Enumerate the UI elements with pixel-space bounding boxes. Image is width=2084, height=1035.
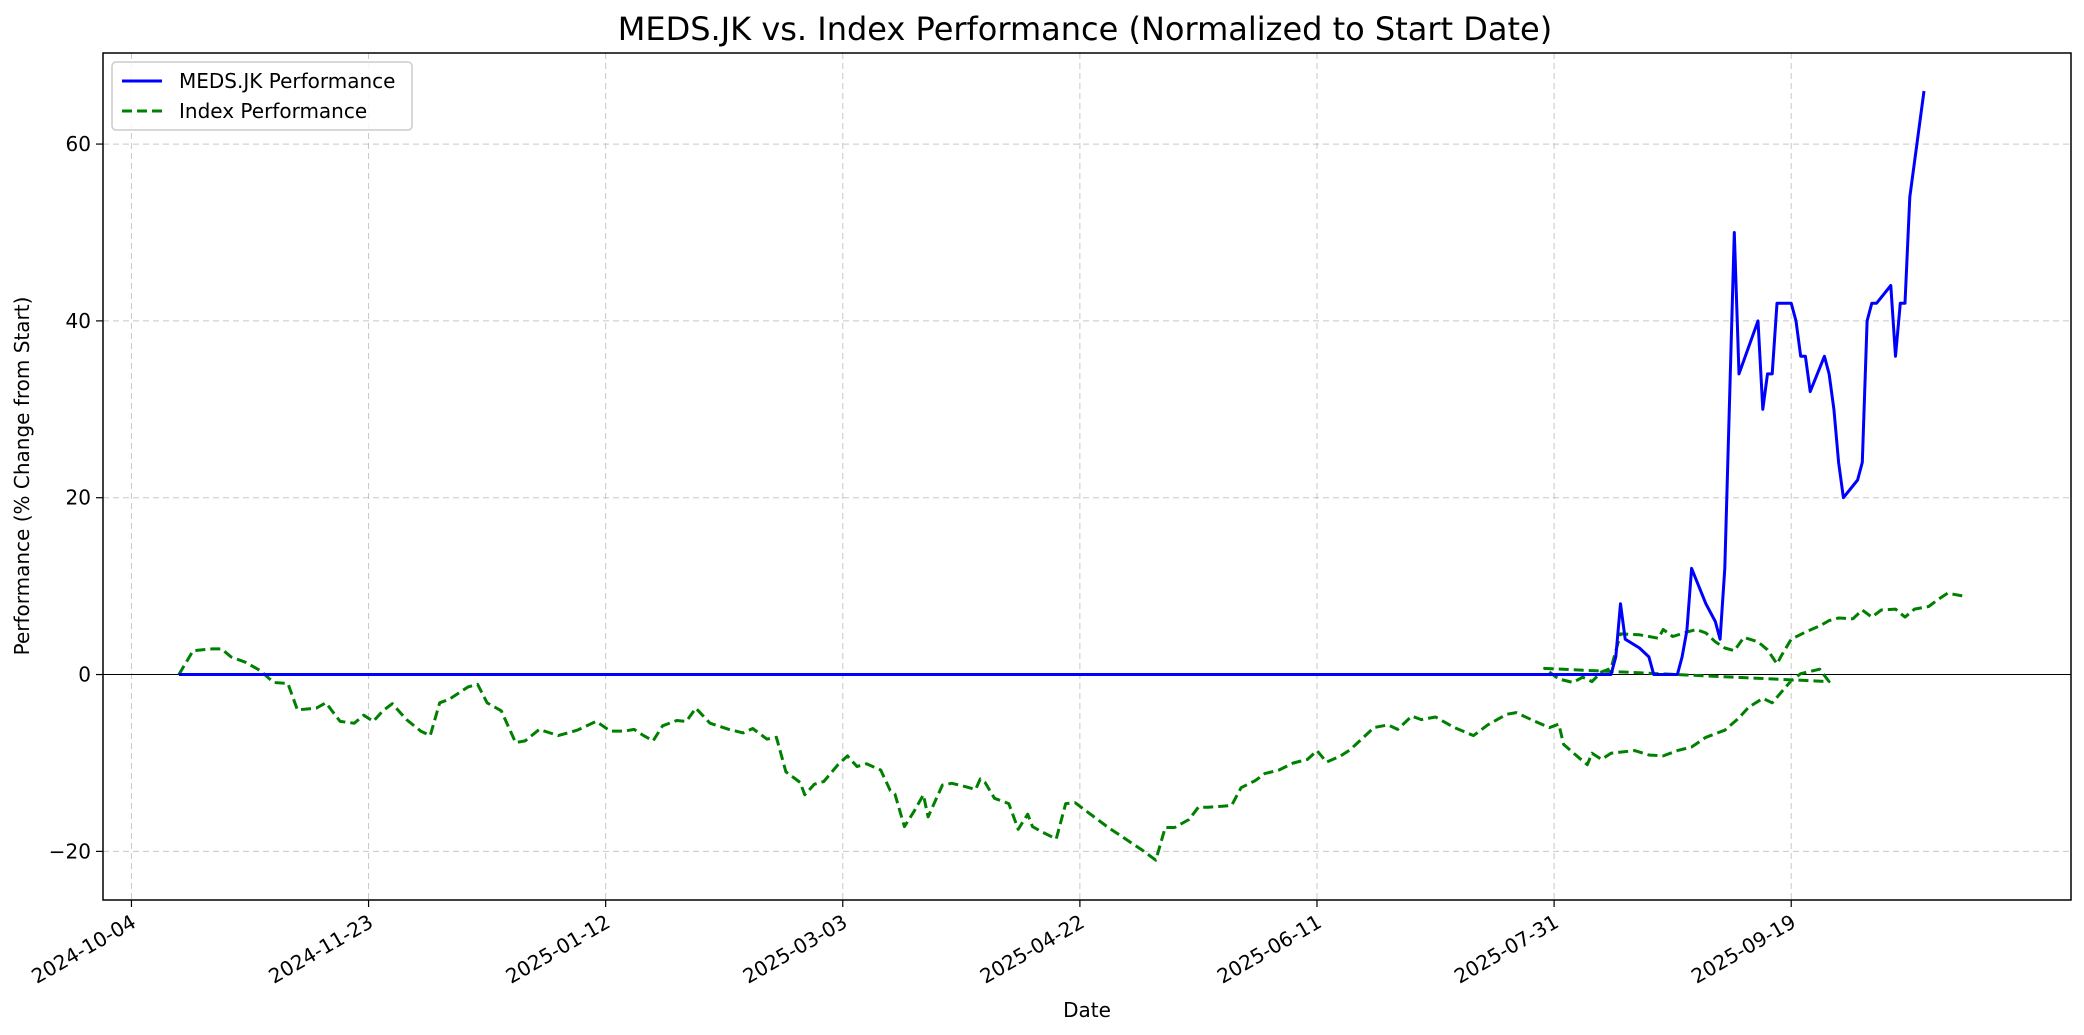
- y-tick-label: −20: [49, 839, 91, 863]
- legend: MEDS.JK Performance Index Performance: [111, 61, 413, 131]
- y-axis-label: Performance (% Change from Start): [10, 297, 34, 656]
- y-tick-label: 40: [66, 309, 91, 333]
- legend-box: [111, 61, 413, 131]
- legend-label-index: Index Performance: [179, 99, 367, 123]
- series-layer: [177, 90, 1967, 862]
- x-axis-label: Date: [1063, 998, 1111, 1022]
- y-axis-ticks: −20 0 20 40 60: [49, 132, 103, 863]
- y-tick-label: 20: [66, 486, 91, 510]
- y-tick-label: 0: [78, 663, 91, 687]
- y-tick-label: 60: [66, 132, 91, 156]
- plot-frame: [102, 52, 2072, 901]
- chart-title: MEDS.JK vs. Index Performance (Normalize…: [618, 10, 1552, 48]
- series-line-meds: [178, 90, 1926, 676]
- series-line-index: [177, 591, 1967, 862]
- legend-label-meds: MEDS.JK Performance: [179, 69, 395, 93]
